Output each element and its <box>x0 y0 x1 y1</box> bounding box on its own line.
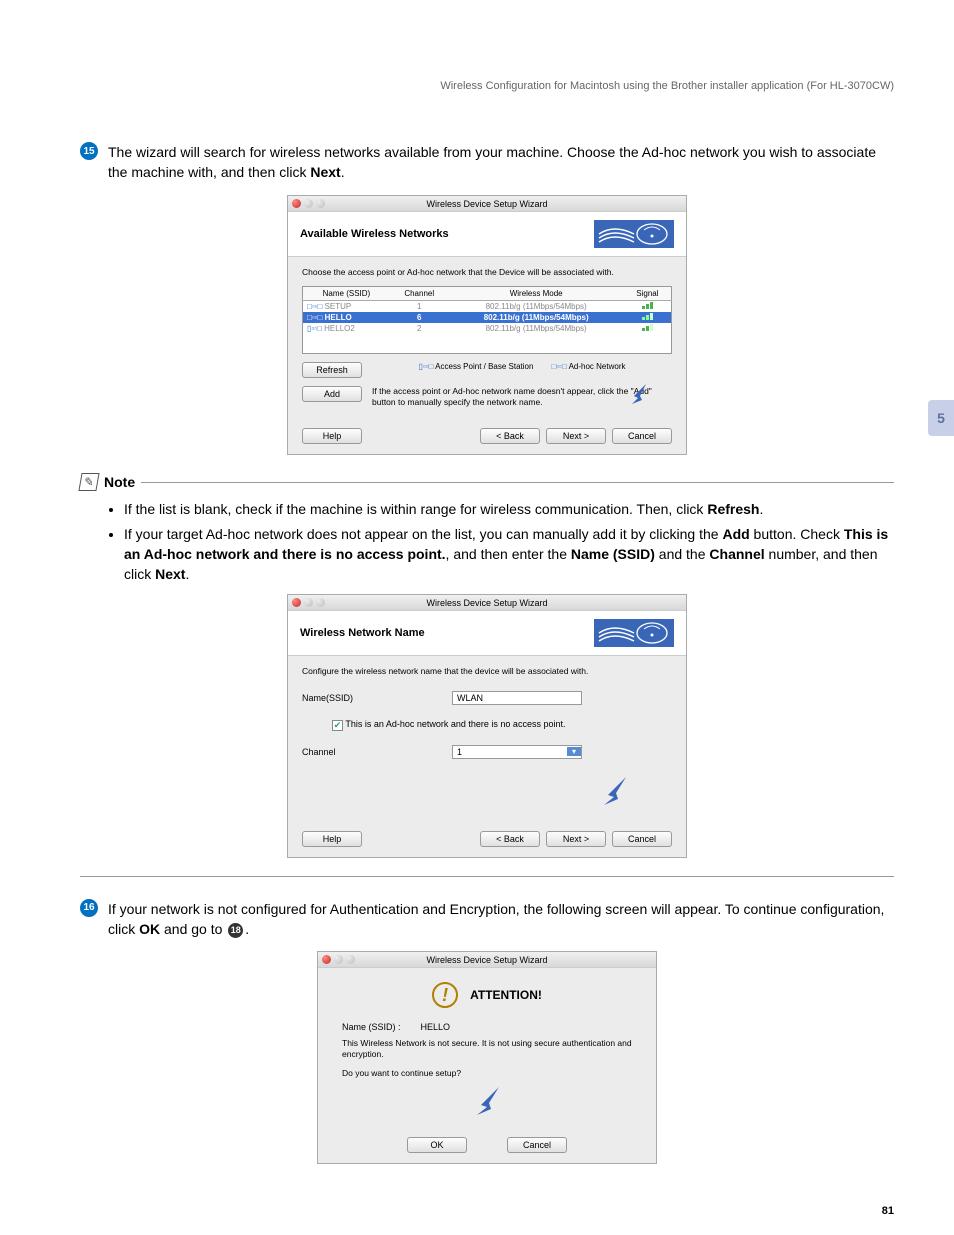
table-row[interactable]: □▫▫□ SETUP 1 802.11b/g (11Mbps/54Mbps) <box>303 300 672 312</box>
next-button[interactable]: Next > <box>546 428 606 444</box>
legend-adhoc: □▫▫□ Ad-hoc Network <box>551 362 625 371</box>
wizard1-buttons: Help < Back Next > Cancel <box>288 418 686 454</box>
wizard-network-name: Wireless Device Setup Wizard Wireless Ne… <box>287 594 687 857</box>
col-ssid: Name (SSID) <box>303 286 390 300</box>
page-number: 81 <box>882 1205 894 1217</box>
attention-continue: Do you want to continue setup? <box>342 1068 632 1079</box>
note-title: Note <box>104 474 135 490</box>
col-mode: Wireless Mode <box>449 286 624 300</box>
step15-text-a: The wizard will search for wireless netw… <box>108 144 876 180</box>
step-ref-18: 18 <box>228 923 243 938</box>
note-icon: ✎ <box>78 473 99 491</box>
step-number-15: 15 <box>80 142 98 160</box>
step15-bold: Next <box>310 164 340 180</box>
wizard1-header: Available Wireless Networks <box>288 212 686 257</box>
channel-row: Channel 1 ▾ <box>302 745 672 759</box>
traffic-lights <box>292 199 325 208</box>
ssid-label: Name(SSID) <box>302 693 452 703</box>
pointer-arrow-icon <box>596 773 632 809</box>
ok-button[interactable]: OK <box>407 1137 467 1153</box>
ssid-input[interactable]: WLAN <box>452 691 582 705</box>
wizard-attention: Wireless Device Setup Wizard ! ATTENTION… <box>317 951 657 1164</box>
note-bullets: If the list is blank, check if the machi… <box>124 499 894 584</box>
wizard2-buttons: Help < Back Next > Cancel <box>288 821 686 857</box>
channel-select[interactable]: 1 ▾ <box>452 745 582 759</box>
adhoc-checkbox-row[interactable]: ✔ This is an Ad-hoc network and there is… <box>332 719 672 730</box>
next-button[interactable]: Next > <box>546 831 606 847</box>
wizard2-body: Configure the wireless network name that… <box>288 656 686 820</box>
step-16: 16 If your network is not configured for… <box>80 899 894 940</box>
wizard1-body: Choose the access point or Ad-hoc networ… <box>288 257 686 419</box>
attention-label: ATTENTION! <box>470 988 542 1002</box>
wireless-logo-icon <box>594 220 674 248</box>
wizard3-titlebar: Wireless Device Setup Wizard <box>318 952 656 968</box>
wizard-available-networks: Wireless Device Setup Wizard Available W… <box>287 195 687 456</box>
wireless-logo-icon <box>594 619 674 647</box>
wizard3-buttons: OK Cancel <box>318 1127 656 1163</box>
wizard1-header-title: Available Wireless Networks <box>300 228 449 240</box>
cancel-button[interactable]: Cancel <box>612 428 672 444</box>
wizard2-header: Wireless Network Name <box>288 611 686 656</box>
back-button[interactable]: < Back <box>480 428 540 444</box>
refresh-button[interactable]: Refresh <box>302 362 362 378</box>
cancel-button[interactable]: Cancel <box>507 1137 567 1153</box>
attention-ssid: Name (SSID) : HELLO <box>342 1022 632 1032</box>
adhoc-check-label: This is an Ad-hoc network and there is n… <box>345 719 565 729</box>
legend-ap: ▯▫▫□ Access Point / Base Station <box>418 362 533 371</box>
network-table: Name (SSID) Channel Wireless Mode Signal… <box>302 286 672 355</box>
wizard3-body: ! ATTENTION! Name (SSID) : HELLO This Wi… <box>318 968 656 1127</box>
col-channel: Channel <box>390 286 449 300</box>
chapter-tab: 5 <box>928 400 954 436</box>
back-button[interactable]: < Back <box>480 831 540 847</box>
note-header: ✎ Note <box>80 473 894 491</box>
wizard1-title: Wireless Device Setup Wizard <box>426 199 547 209</box>
add-button[interactable]: Add <box>302 386 362 402</box>
step-number-16: 16 <box>80 899 98 917</box>
wizard2-instruction: Configure the wireless network name that… <box>302 666 672 677</box>
adhoc-checkbox[interactable]: ✔ <box>332 720 343 731</box>
page-header: Wireless Configuration for Macintosh usi… <box>80 80 894 92</box>
pointer-arrow-icon <box>469 1083 505 1119</box>
note-bullet-2: If your target Ad-hoc network does not a… <box>124 524 894 585</box>
wizard1-instruction: Choose the access point or Ad-hoc networ… <box>302 267 672 278</box>
help-button[interactable]: Help <box>302 428 362 444</box>
step-15-text: The wizard will search for wireless netw… <box>108 142 894 183</box>
col-signal: Signal <box>624 286 672 300</box>
wizard2-titlebar: Wireless Device Setup Wizard <box>288 595 686 611</box>
wizard2-header-title: Wireless Network Name <box>300 627 425 639</box>
wizard3-title: Wireless Device Setup Wizard <box>426 955 547 965</box>
cancel-button[interactable]: Cancel <box>612 831 672 847</box>
wizard2-title: Wireless Device Setup Wizard <box>426 598 547 608</box>
help-button[interactable]: Help <box>302 831 362 847</box>
table-row[interactable]: □▫▫□ HELLO 6 802.11b/g (11Mbps/54Mbps) <box>303 312 672 323</box>
channel-label: Channel <box>302 747 452 757</box>
step-15: 15 The wizard will search for wireless n… <box>80 142 894 183</box>
pointer-arrow-icon <box>624 380 652 408</box>
ssid-row: Name(SSID) WLAN <box>302 691 672 705</box>
warning-icon: ! <box>432 982 458 1008</box>
table-row[interactable]: ▯▫▫□ HELLO2 2 802.11b/g (11Mbps/54Mbps) <box>303 323 672 334</box>
wizard1-titlebar: Wireless Device Setup Wizard <box>288 196 686 212</box>
step15-text-b: . <box>341 164 345 180</box>
step-16-text: If your network is not configured for Au… <box>108 899 894 940</box>
note-bullet-1: If the list is blank, check if the machi… <box>124 499 894 519</box>
attention-warning: This Wireless Network is not secure. It … <box>342 1038 632 1060</box>
